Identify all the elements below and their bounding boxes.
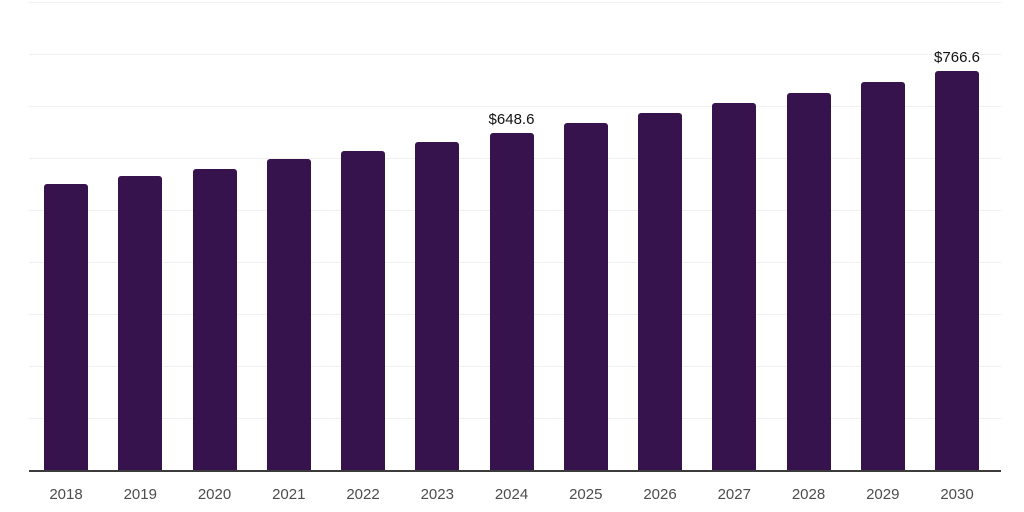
gridline-800 bbox=[29, 53, 1001, 55]
x-tick-2029: 2029 bbox=[866, 486, 900, 503]
x-tick-2026: 2026 bbox=[643, 486, 677, 503]
data-label-2030: $766.6 bbox=[934, 49, 980, 67]
x-tick-2027: 2027 bbox=[717, 486, 751, 503]
bar-2020 bbox=[192, 168, 237, 471]
x-tick-2022: 2022 bbox=[346, 486, 380, 503]
x-tick-2025: 2025 bbox=[569, 486, 603, 503]
x-tick-2018: 2018 bbox=[49, 486, 83, 503]
x-tick-2023: 2023 bbox=[420, 486, 454, 503]
x-tick-2020: 2020 bbox=[197, 486, 232, 503]
bar-2025 bbox=[563, 122, 608, 471]
bar-2030 bbox=[935, 71, 979, 471]
bar-2028 bbox=[786, 92, 831, 471]
bar-2023 bbox=[415, 141, 460, 471]
bar-2024 bbox=[489, 132, 534, 471]
gridline-900 bbox=[29, 1, 1001, 3]
bar-2021 bbox=[266, 158, 311, 471]
bar-2029 bbox=[860, 82, 905, 471]
x-tick-2021: 2021 bbox=[272, 486, 306, 503]
data-label-2024: $648.6 bbox=[488, 110, 535, 128]
gridline-700 bbox=[29, 105, 1001, 107]
bar-2019 bbox=[118, 176, 163, 471]
x-tick-2028: 2028 bbox=[791, 486, 826, 503]
x-tick-2024: 2024 bbox=[494, 486, 529, 503]
bar-2026 bbox=[638, 113, 682, 471]
bar-2018 bbox=[44, 183, 88, 471]
bar-2022 bbox=[341, 151, 385, 471]
x-tick-2030: 2030 bbox=[940, 486, 974, 503]
x-tick-2019: 2019 bbox=[123, 486, 157, 503]
bar-2027 bbox=[712, 103, 757, 471]
x-axis-line bbox=[29, 470, 1001, 472]
